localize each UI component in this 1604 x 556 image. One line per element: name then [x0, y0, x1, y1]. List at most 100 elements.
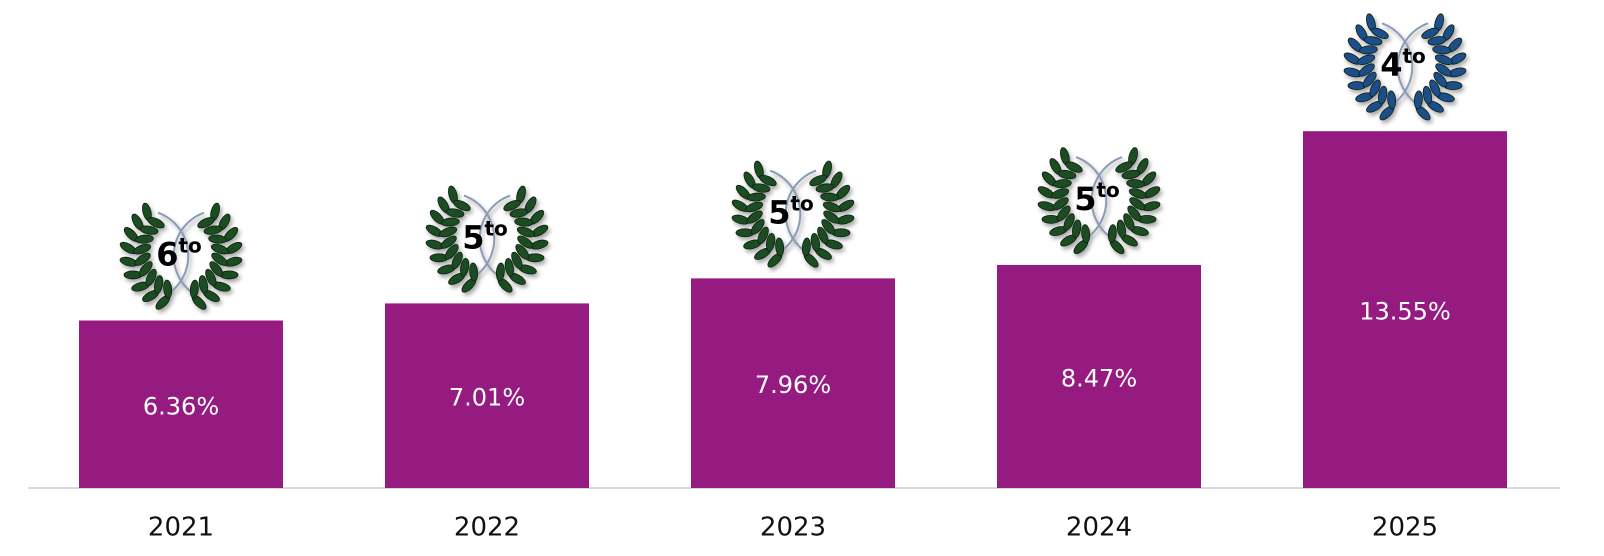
x-tick-label: 2023 [760, 513, 826, 543]
wreath-leaf [198, 275, 209, 294]
wreath-leaf [514, 217, 534, 227]
rank-suffix: to [178, 233, 201, 257]
wreath-leaf [444, 244, 459, 260]
wreath-stem [172, 211, 205, 297]
x-tick-label: 2024 [1066, 513, 1132, 543]
wreath-leaf [1358, 63, 1375, 77]
wreath-stem [1090, 156, 1123, 242]
wreath-leaf [1057, 169, 1077, 180]
wreath-leaf [1081, 224, 1091, 243]
wreath-stem [478, 194, 511, 280]
wreath-leaf [1422, 85, 1433, 105]
rank-number: 6 [156, 236, 178, 274]
wreath-leaf [1107, 224, 1117, 243]
wreath-leaf [750, 219, 765, 235]
wreath-stem [157, 211, 190, 297]
wreath-leaf [801, 237, 811, 257]
wreath-leaf [517, 235, 534, 249]
wreath-leaf [765, 233, 776, 252]
wreath-leaf [1421, 27, 1439, 39]
wreath-leaf [1128, 188, 1147, 199]
rank-suffix: to [484, 216, 507, 240]
wreath-leaf [211, 252, 228, 266]
wreath-leaf [203, 225, 223, 235]
wreath-leaf [757, 226, 769, 245]
wreath-leaf [134, 252, 151, 266]
laurel-wreath [425, 185, 549, 293]
wreath-leaf [746, 192, 766, 202]
wreath-leaf [746, 210, 763, 224]
rank-suffix: to [1402, 44, 1425, 68]
wreath-leaf [138, 261, 153, 277]
wreath-leaf [139, 225, 159, 235]
bar [385, 303, 589, 488]
wreath-leaf [440, 235, 457, 249]
wreath-leaf [451, 251, 463, 270]
wreath-leaf [817, 226, 829, 245]
wreath-leaf [1433, 71, 1448, 88]
wreath-leaf [1413, 90, 1423, 110]
wreath-leaf [439, 226, 458, 238]
wreath-leaf [504, 258, 515, 277]
rank-label: 5to [768, 191, 814, 232]
rank-number: 5 [768, 193, 790, 231]
wreath-leaf [147, 216, 165, 229]
wreath-leaf [1123, 213, 1135, 231]
value-label: 6.36% [143, 392, 219, 420]
wreath-leaf [1357, 54, 1376, 66]
wreath-leaf [1126, 179, 1146, 189]
wreath-leaf [133, 243, 152, 255]
wreath-leaf [515, 244, 530, 260]
wreath-leaf [1387, 90, 1397, 110]
wreath-leaf [815, 183, 835, 193]
wreath-leaf [1121, 169, 1141, 180]
wreath-leaf [822, 201, 841, 213]
wreath-leaf [197, 216, 215, 229]
wreath-leaf [503, 199, 521, 212]
wreath-leaf [1369, 79, 1381, 97]
wreath-leaf [153, 275, 164, 294]
wreath-leaf [511, 251, 523, 270]
bar [1303, 131, 1507, 488]
x-tick-label: 2022 [454, 513, 520, 543]
wreath-leaf [1362, 71, 1377, 88]
wreath-leaf [440, 217, 460, 227]
wreath-leaf [205, 268, 217, 287]
wreath-leaf [1127, 205, 1142, 222]
rank-number: 5 [1074, 180, 1096, 218]
wreath-leaf [509, 208, 529, 218]
wreath-leaf [809, 174, 827, 187]
wreath-leaf [209, 261, 224, 277]
rank-suffix: to [1096, 177, 1119, 201]
laurel-wreath [1343, 13, 1467, 121]
wreath-leaf [1071, 219, 1082, 239]
wreath-leaf [1363, 36, 1383, 46]
wreath-leaf [775, 237, 785, 257]
bar [997, 264, 1201, 488]
rank-number: 4 [1380, 46, 1402, 84]
wreath-leaf [453, 199, 471, 212]
wreath-stem [769, 169, 802, 255]
wreath-leaf [1051, 188, 1070, 199]
x-tick-label: 2021 [148, 513, 214, 543]
wreath-stem [1381, 22, 1414, 108]
wreath-leaf [516, 226, 535, 238]
wreath-leaf [1432, 45, 1452, 55]
value-label: 7.96% [755, 371, 831, 399]
wreath-leaf [1052, 197, 1069, 211]
wreath-leaf [210, 243, 229, 255]
wreath-leaf [1427, 36, 1447, 46]
wreath-leaf [163, 279, 173, 299]
wreath-stem [1396, 22, 1429, 108]
wreath-leaf [1115, 161, 1133, 173]
wreath-leaf [208, 234, 228, 244]
wreath-leaf [1129, 197, 1146, 211]
wreath-leaf [445, 208, 465, 218]
wreath-leaf [495, 262, 505, 282]
bar [79, 320, 283, 488]
wreath-leaf [145, 268, 157, 287]
wreath-leaf [459, 258, 470, 277]
rank-label: 6to [156, 233, 202, 274]
x-tick-label: 2025 [1372, 513, 1438, 543]
